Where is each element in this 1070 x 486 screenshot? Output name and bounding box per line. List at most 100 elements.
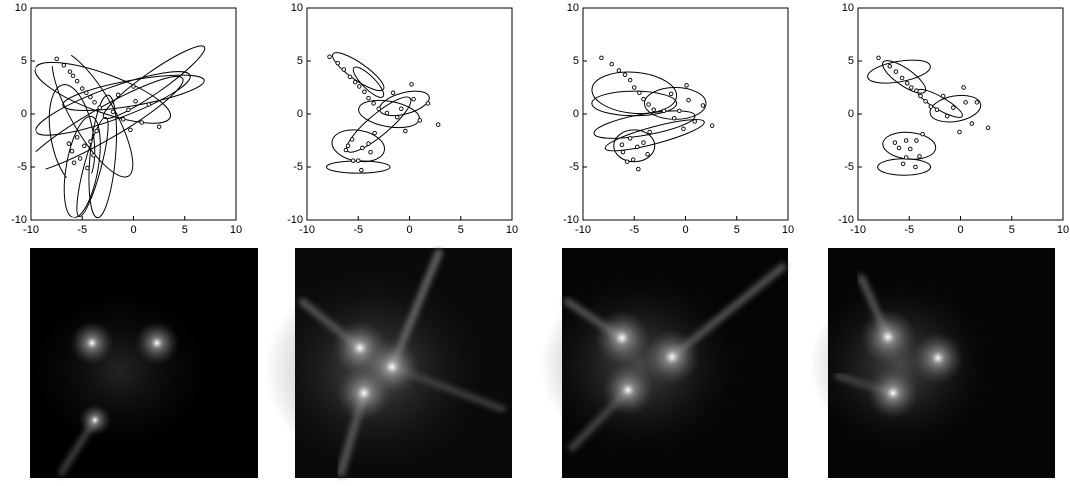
data-point [671, 115, 677, 121]
data-point [74, 78, 80, 84]
data-point [651, 107, 656, 113]
data-point [357, 84, 362, 89]
data-point [620, 149, 626, 155]
data-point [327, 54, 332, 60]
data-point [961, 85, 966, 90]
data-point [335, 60, 341, 66]
data-point [156, 124, 162, 129]
data-point [356, 158, 361, 163]
data-point [94, 128, 99, 134]
data-point [622, 72, 628, 78]
component-ellipse [21, 75, 184, 174]
y-tick-label: -10 [563, 214, 579, 226]
plot-frame [857, 7, 1064, 221]
data-point [128, 127, 133, 133]
data-point [70, 73, 76, 79]
data-point [641, 96, 646, 102]
data-point [616, 68, 622, 73]
component-ellipse [591, 71, 678, 115]
data-point [630, 157, 636, 162]
component-ellipse [332, 52, 385, 92]
x-tick-label: 5 [1009, 224, 1015, 236]
data-point [903, 138, 909, 143]
data-point [69, 148, 75, 154]
data-point [82, 143, 87, 149]
data-point [944, 113, 950, 119]
data-point [84, 90, 89, 96]
data-point [661, 108, 667, 114]
component-ellipse [882, 60, 927, 94]
component-ellipse [352, 66, 385, 98]
data-point [913, 164, 918, 170]
y-tick-label: 10 [567, 2, 579, 14]
component-ellipse [877, 158, 932, 176]
data-point [647, 129, 652, 135]
data-point [88, 94, 93, 100]
data-point [928, 104, 934, 109]
data-point [71, 160, 77, 166]
data-point [54, 56, 59, 62]
data-point [371, 101, 376, 106]
data-point [139, 120, 144, 125]
data-point [681, 126, 686, 132]
x-tick-label: 0 [682, 224, 688, 236]
component-ellipse [917, 88, 963, 118]
density-image [540, 248, 788, 478]
data-point [74, 135, 80, 140]
data-point [686, 97, 691, 103]
data-point [409, 82, 414, 87]
y-tick-label: -10 [838, 214, 854, 226]
data-point [362, 89, 367, 94]
data-point [91, 153, 96, 158]
y-tick-label: -5 [844, 161, 854, 173]
data-point [88, 139, 93, 144]
component-ellipse [867, 59, 931, 84]
data-point [700, 103, 706, 108]
x-tick-label: 10 [230, 224, 242, 236]
data-point [349, 137, 355, 142]
data-point [97, 105, 102, 110]
data-point [908, 146, 913, 152]
y-tick-label: -10 [11, 214, 27, 226]
data-point [646, 102, 651, 107]
data-point [366, 141, 371, 146]
data-point [900, 161, 906, 167]
data-point [343, 147, 349, 153]
data-point [376, 106, 382, 111]
x-tick-label: -10 [575, 224, 591, 236]
data-point [896, 145, 902, 151]
y-tick-label: -5 [569, 161, 579, 173]
data-point [951, 105, 956, 110]
data-point [411, 96, 416, 102]
data-point [417, 118, 423, 123]
data-point [627, 77, 633, 83]
data-point [635, 144, 640, 150]
data-point [390, 90, 396, 96]
component-ellipse [88, 94, 118, 219]
data-point [899, 75, 905, 81]
x-tick-label: 5 [182, 224, 188, 236]
data-point [131, 84, 136, 89]
component-ellipse [34, 61, 171, 124]
data-point [914, 138, 919, 143]
y-tick-label: 5 [573, 55, 579, 67]
x-tick-label: 5 [458, 224, 464, 236]
data-point [909, 85, 914, 90]
y-tick-label: -5 [293, 161, 303, 173]
data-point [368, 149, 373, 155]
data-point [917, 154, 922, 159]
data-point [985, 125, 991, 131]
y-tick-label: 0 [573, 108, 579, 120]
data-point [120, 117, 126, 122]
data-point [384, 110, 390, 116]
data-point [934, 107, 940, 113]
density-image [30, 248, 258, 478]
component-ellipse [593, 110, 696, 139]
data-point [632, 85, 637, 90]
data-point [79, 86, 85, 91]
data-point [435, 122, 441, 127]
data-point [918, 93, 923, 99]
data-point [636, 166, 641, 172]
x-tick-label: -5 [353, 224, 363, 236]
y-tick-label: 10 [842, 2, 854, 14]
